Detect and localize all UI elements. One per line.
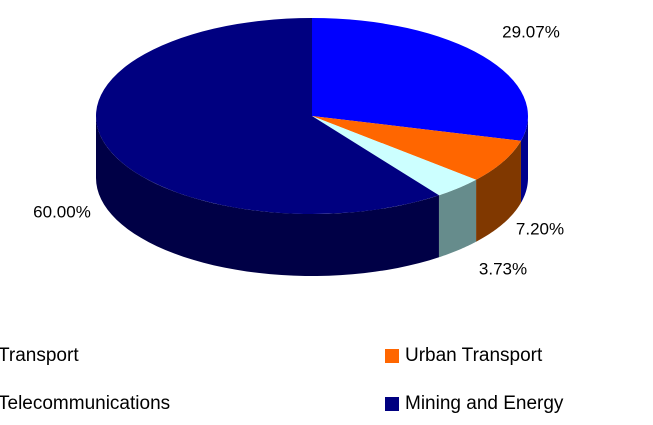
pie-side xyxy=(96,116,439,276)
pie-slice xyxy=(95,18,439,214)
legend-label: Mining and Energy xyxy=(405,393,564,414)
data-label: 3.73% xyxy=(479,259,527,278)
legend-label: Transport xyxy=(0,345,79,366)
legend-label: Urban Transport xyxy=(405,345,543,366)
data-label: 29.07% xyxy=(502,22,560,41)
legend-swatch xyxy=(385,397,399,411)
pie-side xyxy=(476,140,521,242)
data-label: 60.00% xyxy=(33,202,91,221)
data-label: 7.20% xyxy=(516,219,564,238)
pie-side xyxy=(438,179,477,258)
pie-slice xyxy=(312,116,521,180)
legend-label: Telecommunications xyxy=(0,393,170,414)
pie-side xyxy=(520,116,528,203)
pie-slice xyxy=(312,116,477,196)
legend-swatch xyxy=(385,349,399,363)
pie-slice xyxy=(312,18,528,141)
